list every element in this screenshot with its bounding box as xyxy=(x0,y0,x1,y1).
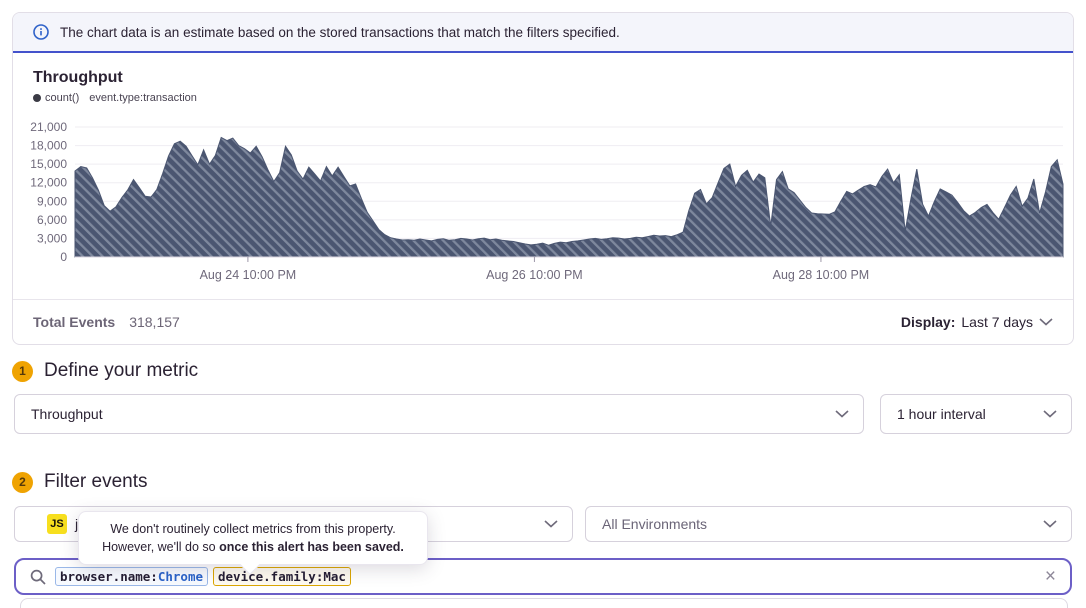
chevron-down-icon xyxy=(1043,520,1057,528)
banner-text: The chart data is an estimate based on t… xyxy=(60,24,620,40)
interval-select-value: 1 hour interval xyxy=(897,406,986,422)
legend-filter: event.type:transaction xyxy=(89,92,197,104)
legend-dot xyxy=(33,94,41,102)
svg-text:12,000: 12,000 xyxy=(30,176,67,190)
chevron-down-icon xyxy=(1043,410,1057,418)
section-2-title: Filter events xyxy=(44,471,148,492)
chart-panel: The chart data is an estimate based on t… xyxy=(12,12,1074,345)
svg-text:0: 0 xyxy=(60,250,67,264)
tooltip-line-1: We don't routinely collect metrics from … xyxy=(110,522,396,536)
svg-text:21,000: 21,000 xyxy=(30,121,67,134)
svg-text:Aug 24 10:00 PM: Aug 24 10:00 PM xyxy=(200,268,297,282)
legend-metric: count() xyxy=(45,92,80,104)
estimate-banner: The chart data is an estimate based on t… xyxy=(13,13,1073,53)
throughput-area-chart: 0 3,000 6,000 9,000 12,000 15,000 18,000 21,000… xyxy=(30,121,1064,282)
search-token[interactable]: browser.name:Chrome xyxy=(55,567,208,586)
step-2-badge: 2 xyxy=(12,471,33,493)
svg-text:3,000: 3,000 xyxy=(37,231,67,245)
total-events-label: Total Events xyxy=(33,314,116,330)
chevron-down-icon xyxy=(544,520,558,528)
chevron-down-icon xyxy=(1039,318,1053,326)
search-icon xyxy=(30,569,46,585)
javascript-platform-icon: JS xyxy=(47,514,67,534)
svg-text:15,000: 15,000 xyxy=(30,157,67,171)
display-value: Last 7 days xyxy=(961,314,1033,330)
clear-search-icon[interactable]: × xyxy=(1044,566,1056,587)
step-1-badge: 1 xyxy=(12,360,33,382)
section-filter-events: 2 Filter events xyxy=(12,471,147,493)
chart-footer: Total Events 318,157 Display: Last 7 day… xyxy=(13,299,1073,344)
svg-text:Aug 28 10:00 PM: Aug 28 10:00 PM xyxy=(773,268,870,282)
chart-legend: count() event.type:transaction xyxy=(33,92,197,104)
environment-select[interactable]: All Environments xyxy=(585,506,1072,542)
svg-text:18,000: 18,000 xyxy=(30,139,67,153)
svg-text:9,000: 9,000 xyxy=(37,194,67,208)
display-label: Display: xyxy=(900,314,956,330)
svg-text:6,000: 6,000 xyxy=(37,213,67,227)
display-period-dropdown[interactable]: Display: Last 7 days xyxy=(901,314,1053,330)
search-token[interactable]: device.family:Mac xyxy=(213,567,351,586)
tooltip-line-2: However, we'll do so xyxy=(102,540,220,555)
project-select-value: j xyxy=(75,516,79,532)
svg-text:Aug 26 10:00 PM: Aug 26 10:00 PM xyxy=(486,268,583,282)
metric-select[interactable]: Throughput xyxy=(14,394,864,434)
search-token-list: browser.name:Chrome device.family:Mac xyxy=(55,567,1036,586)
environment-select-value: All Environments xyxy=(602,516,708,532)
chevron-down-icon xyxy=(835,410,849,418)
info-icon xyxy=(33,24,49,40)
interval-select[interactable]: 1 hour interval xyxy=(880,394,1072,434)
metric-collection-tooltip: We don't routinely collect metrics from … xyxy=(78,511,428,576)
chart-title: Throughput xyxy=(33,69,123,86)
tooltip-line-2-bold: once this alert has been saved. xyxy=(219,540,404,555)
next-element-stub xyxy=(20,598,1068,608)
section-1-title: Define your metric xyxy=(44,360,199,381)
section-define-metric: 1 Define your metric xyxy=(12,360,198,382)
metric-select-value: Throughput xyxy=(31,406,103,422)
total-events-value: 318,157 xyxy=(129,314,180,330)
